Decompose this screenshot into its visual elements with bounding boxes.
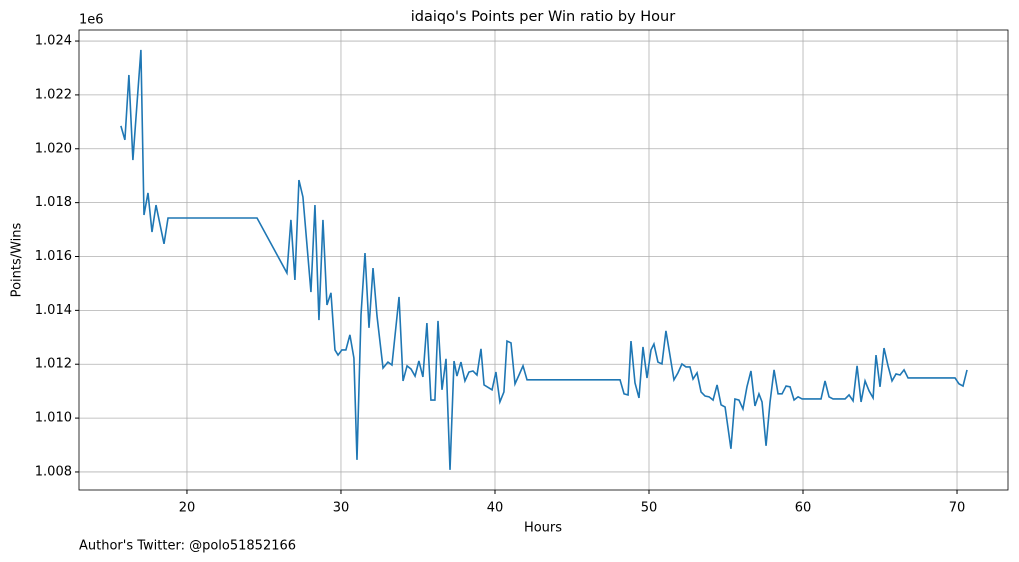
x-tick-label: 60 — [795, 501, 812, 516]
chart-title: idaiqo's Points per Win ratio by Hour — [411, 9, 675, 25]
x-tick-label: 20 — [179, 501, 196, 516]
y-tick-label: 1.022 — [35, 87, 72, 102]
y-tick-label: 1.010 — [35, 411, 72, 426]
y-tick-label: 1.016 — [35, 249, 72, 264]
y-tick-label: 1.024 — [35, 34, 72, 49]
y-tick-label: 1.020 — [35, 141, 72, 156]
y-offset-label: 1e6 — [79, 13, 104, 28]
x-tick-label: 30 — [333, 501, 350, 516]
y-tick-label: 1.014 — [35, 303, 72, 318]
annotation: Author's Twitter: @polo51852166 — [79, 539, 296, 554]
x-axis-label: Hours — [524, 521, 562, 536]
x-tick-label: 70 — [949, 501, 966, 516]
y-tick-label: 1.012 — [35, 357, 72, 372]
y-tick-label: 1.018 — [35, 195, 72, 210]
y-axis-label: Points/Wins — [10, 222, 25, 297]
plot-frame — [78, 29, 1009, 491]
x-tick-label: 40 — [487, 501, 504, 516]
x-tick-label: 50 — [641, 501, 658, 516]
data-line — [120, 49, 968, 470]
y-tick-label: 1.008 — [35, 464, 72, 479]
